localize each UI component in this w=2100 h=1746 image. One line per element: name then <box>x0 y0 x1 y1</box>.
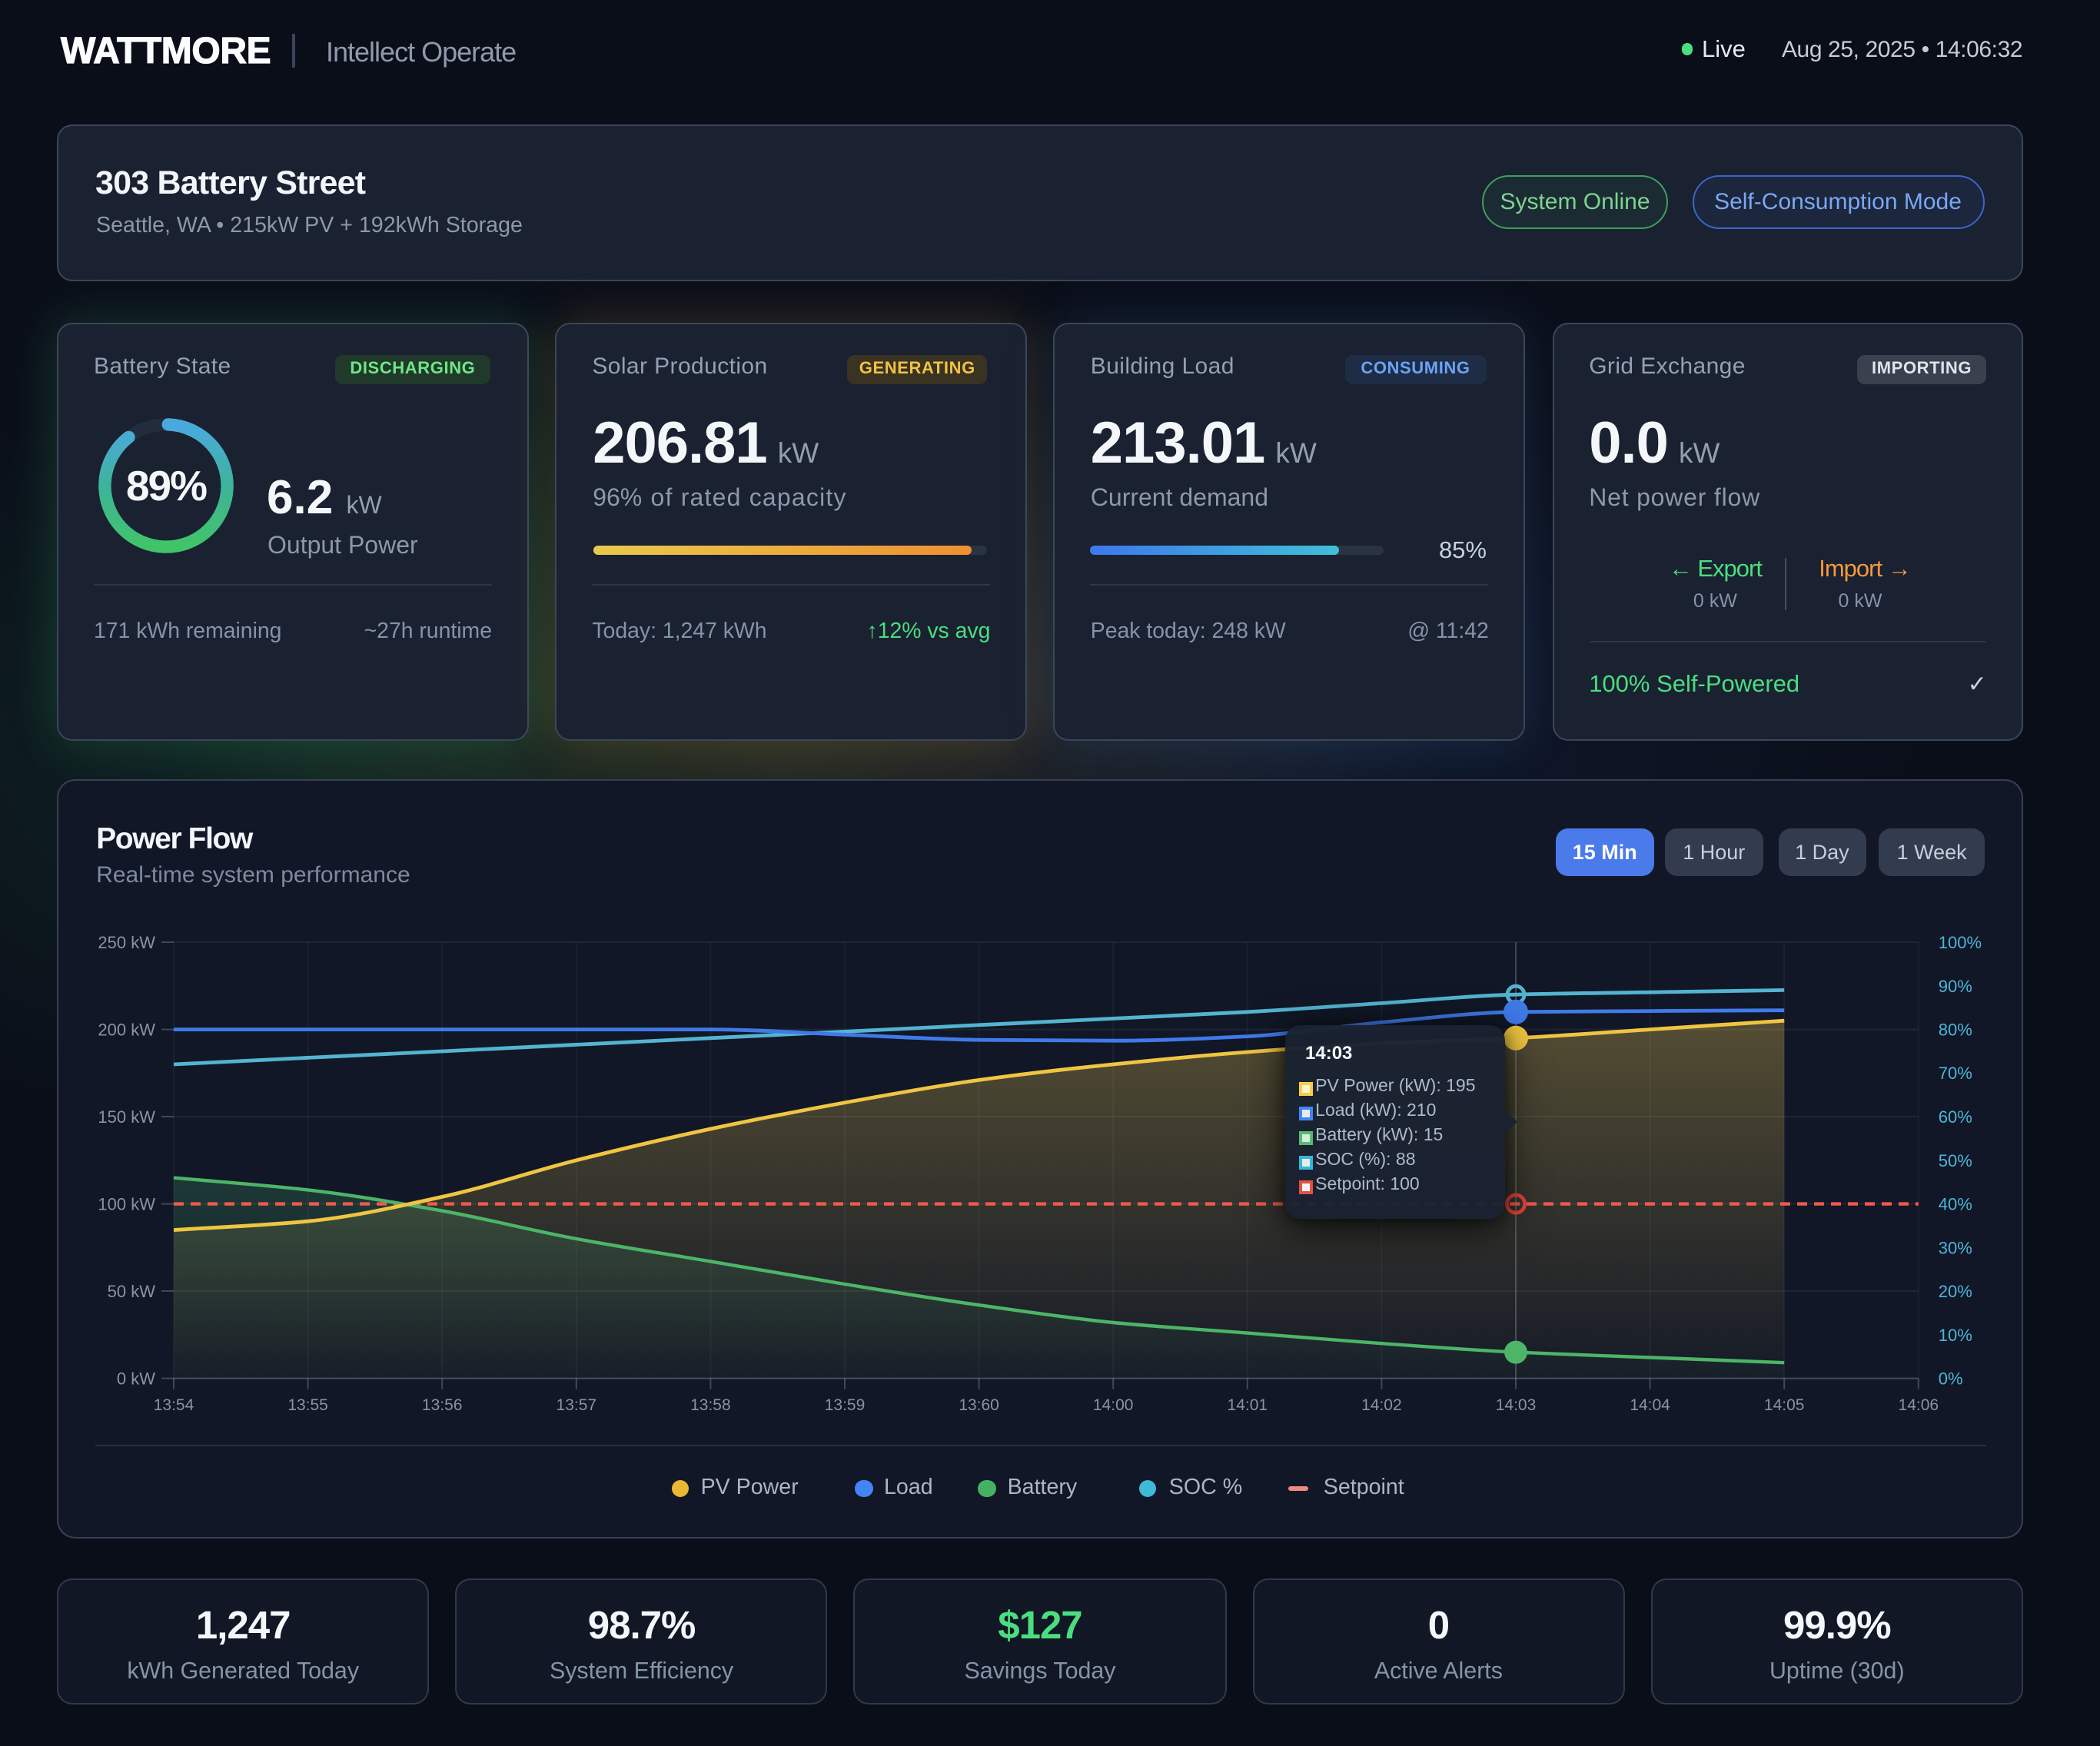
svg-text:10%: 10% <box>1939 1326 1972 1345</box>
svg-text:70%: 70% <box>1939 1064 1972 1083</box>
svg-text:14:03: 14:03 <box>1496 1396 1537 1414</box>
svg-text:250 kW: 250 kW <box>98 933 155 952</box>
svg-text:150 kW: 150 kW <box>98 1107 155 1127</box>
svg-text:13:56: 13:56 <box>422 1396 463 1414</box>
svg-text:13:54: 13:54 <box>154 1396 194 1414</box>
svg-text:20%: 20% <box>1939 1282 1972 1301</box>
svg-text:13:60: 13:60 <box>959 1396 999 1414</box>
svg-text:0%: 0% <box>1939 1369 1963 1389</box>
svg-text:0 kW: 0 kW <box>117 1369 155 1389</box>
svg-text:14:06: 14:06 <box>1899 1396 1939 1414</box>
svg-text:13:58: 13:58 <box>690 1396 731 1414</box>
svg-text:14:00: 14:00 <box>1093 1396 1134 1414</box>
svg-text:90%: 90% <box>1939 977 1972 996</box>
svg-text:100 kW: 100 kW <box>98 1195 155 1214</box>
svg-text:200 kW: 200 kW <box>98 1021 155 1040</box>
svg-text:13:59: 13:59 <box>825 1396 866 1414</box>
svg-text:30%: 30% <box>1939 1238 1972 1257</box>
svg-text:14:02: 14:02 <box>1361 1396 1402 1414</box>
svg-text:40%: 40% <box>1939 1195 1972 1214</box>
svg-text:13:55: 13:55 <box>287 1396 328 1414</box>
svg-text:60%: 60% <box>1939 1107 1972 1127</box>
svg-text:14:01: 14:01 <box>1228 1396 1268 1414</box>
svg-text:50 kW: 50 kW <box>108 1282 156 1301</box>
svg-text:100%: 100% <box>1939 933 1982 952</box>
svg-text:13:57: 13:57 <box>557 1396 597 1414</box>
svg-text:89%: 89% <box>127 462 208 510</box>
svg-text:50%: 50% <box>1939 1151 1972 1170</box>
svg-text:14:04: 14:04 <box>1630 1396 1670 1414</box>
svg-text:14:05: 14:05 <box>1764 1396 1805 1414</box>
svg-text:80%: 80% <box>1939 1021 1972 1040</box>
